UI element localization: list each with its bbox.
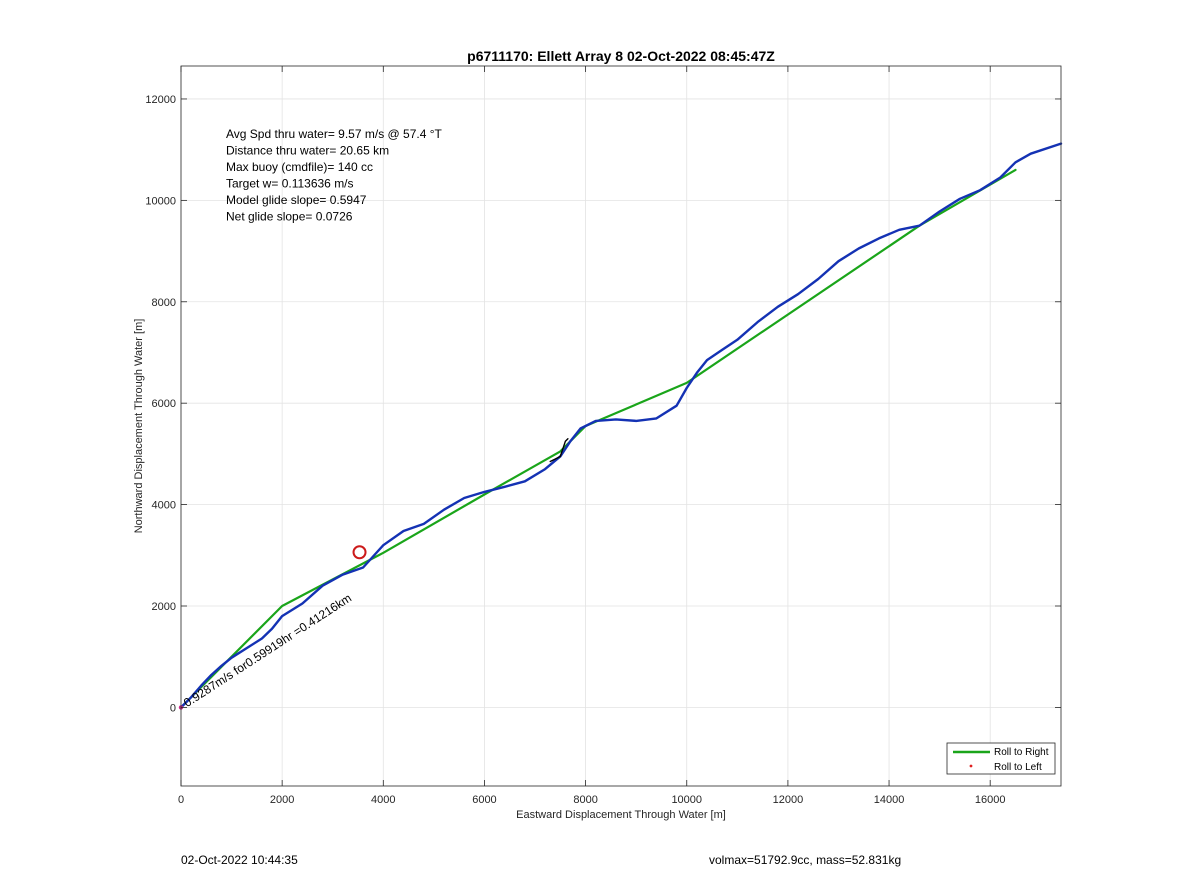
legend-label-roll-left: Roll to Left <box>994 762 1042 773</box>
y-tick-label: 10000 <box>145 195 176 207</box>
series-line-2 <box>549 438 569 463</box>
x-tick-label: 14000 <box>874 794 905 806</box>
x-tick-label: 8000 <box>573 794 597 806</box>
y-tick-label: 12000 <box>145 94 176 106</box>
x-tick-label: 10000 <box>671 794 702 806</box>
x-axis-label: Eastward Displacement Through Water [m] <box>516 809 726 821</box>
x-tick-label: 16000 <box>975 794 1006 806</box>
stats-line: Target w= 0.113636 m/s <box>226 177 354 191</box>
x-tick-label: 0 <box>178 794 184 806</box>
legend-dot-roll-left <box>969 764 973 768</box>
legend-label-roll-right: Roll to Right <box>994 747 1049 758</box>
y-tick-label: 8000 <box>152 297 176 309</box>
chart-title: p6711170: Ellett Array 8 02-Oct-2022 08:… <box>467 48 775 64</box>
y-axis-label: Northward Displacement Through Water [m] <box>133 319 145 534</box>
stats-line: Model glide slope= 0.5947 <box>226 193 367 207</box>
grid <box>180 66 1061 786</box>
series-layer <box>179 142 1063 709</box>
footer-mass-info: volmax=51792.9cc, mass=52.831kg <box>709 853 901 867</box>
y-tick-label: 0 <box>170 702 176 714</box>
x-tick-label: 2000 <box>270 794 294 806</box>
axes-box <box>180 65 1062 787</box>
stats-line: Distance thru water= 20.65 km <box>226 144 389 158</box>
series-line-0 <box>179 168 1017 709</box>
y-tick-label: 4000 <box>152 500 176 512</box>
x-tick-label: 12000 <box>773 794 804 806</box>
marker-circle <box>352 545 367 560</box>
y-tick-label: 2000 <box>152 601 176 613</box>
x-axis-ticks: 0 2000 4000 6000 8000 10000 12000 14000 16000 <box>178 66 1006 806</box>
legend: Roll to Right Roll to Left <box>946 742 1056 775</box>
y-tick-label: 6000 <box>152 398 176 410</box>
x-tick-label: 6000 <box>472 794 496 806</box>
stats-line: Net glide slope= 0.0726 <box>226 210 353 224</box>
footer-timestamp: 02-Oct-2022 10:44:35 <box>181 853 298 867</box>
stats-box: Avg Spd thru water= 9.57 m/s @ 57.4 °T Di… <box>226 127 443 224</box>
y-axis-ticks: 0 2000 4000 6000 8000 10000 12000 <box>145 94 1061 714</box>
stats-line: Max buoy (cmdfile)= 140 cc <box>226 160 373 174</box>
stats-line: Avg Spd thru water= 9.57 m/s @ 57.4 °T <box>226 127 443 141</box>
legend-box <box>946 742 1056 775</box>
x-tick-label: 4000 <box>371 794 395 806</box>
series-line-1 <box>179 142 1063 709</box>
